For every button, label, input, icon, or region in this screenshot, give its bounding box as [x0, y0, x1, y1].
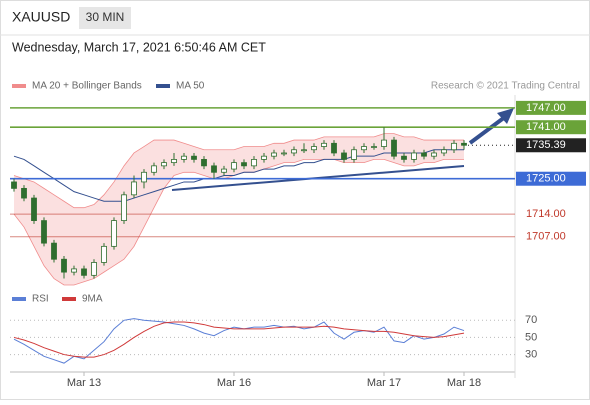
bollinger-band — [14, 133, 464, 285]
legend-swatch — [156, 84, 170, 88]
level-box — [516, 171, 586, 186]
candle-body — [341, 152, 347, 160]
rsi-line — [13, 321, 465, 358]
level-label: 1747.00 — [526, 102, 566, 114]
legend-label: RSI — [32, 294, 49, 305]
credit: Research © 2021 Trading Central — [431, 81, 580, 92]
candle-body — [61, 258, 67, 273]
candle-body — [331, 142, 337, 154]
candle-body — [161, 162, 167, 167]
ma-line — [13, 149, 464, 202]
candle-body — [121, 194, 127, 221]
candle-body — [241, 162, 247, 167]
candle-body — [381, 139, 387, 147]
legend-swatch — [12, 84, 26, 88]
candle-body — [171, 159, 177, 164]
candle-body — [361, 146, 367, 151]
y-tick-label: 50 — [525, 331, 537, 343]
symbol: XAUUSD — [12, 9, 70, 25]
x-tick-label: Mar 17 — [367, 377, 401, 389]
level-box — [516, 100, 586, 115]
candle-body — [21, 187, 27, 199]
candle-body — [11, 181, 17, 189]
candle-body — [391, 139, 397, 157]
candle-body — [151, 165, 157, 173]
legend-label: MA 20 + Bollinger Bands — [32, 81, 142, 92]
candle-body — [311, 146, 317, 151]
candle-body — [261, 155, 267, 160]
candle-body — [101, 245, 107, 263]
candle-body — [401, 155, 407, 160]
candle-body — [201, 159, 207, 167]
timestamp: Wednesday, March 17, 2021 6:50:46 AM CET — [12, 40, 266, 54]
current-label: 1735.39 — [526, 139, 566, 151]
candle-body — [111, 220, 117, 247]
legend-label: 9MA — [82, 294, 103, 305]
candle-body — [281, 152, 287, 155]
candle-body — [411, 152, 417, 160]
candle-body — [181, 155, 187, 160]
candle-body — [301, 149, 307, 152]
interval-box[interactable] — [79, 7, 131, 29]
candle-body — [371, 146, 377, 148]
bollinger-upper — [13, 133, 464, 209]
x-tick-label: Mar 16 — [217, 377, 251, 389]
candle-body — [271, 152, 277, 157]
candle-body — [41, 220, 47, 244]
candle-body — [251, 159, 257, 167]
legend-label: MA 50 — [176, 81, 205, 92]
level-label: 1714.00 — [526, 208, 566, 220]
level-box — [516, 120, 586, 135]
rsi-line — [13, 318, 465, 364]
candle-body — [451, 142, 457, 151]
level-label: 1741.00 — [526, 121, 566, 133]
candle-body — [191, 155, 197, 160]
candle-body — [31, 197, 37, 221]
candle-body — [421, 152, 427, 157]
legend-swatch — [12, 297, 26, 301]
candle-body — [431, 152, 437, 157]
candle-body — [291, 149, 297, 154]
legend-swatch — [62, 297, 76, 301]
candle-body — [231, 162, 237, 170]
candle-body — [211, 165, 217, 173]
candle-body — [221, 168, 227, 173]
arrow-shaft — [468, 115, 507, 145]
candle-body — [351, 149, 357, 160]
y-tick-label: 30 — [525, 348, 537, 360]
candle-body — [81, 268, 87, 276]
candle-body — [51, 242, 57, 260]
current-box — [516, 138, 586, 153]
y-tick-label: 70 — [525, 314, 537, 326]
candle-body — [461, 142, 467, 146]
level-label: 1707.00 — [526, 231, 566, 243]
x-tick-label: Mar 13 — [67, 377, 101, 389]
arrow-head — [497, 108, 514, 124]
candle-body — [321, 142, 327, 147]
candle-body — [141, 171, 147, 183]
candle-body — [71, 268, 77, 273]
level-label: 1725.00 — [526, 173, 566, 185]
candle-body — [441, 149, 447, 154]
candle-body — [91, 262, 97, 276]
x-tick-label: Mar 18 — [447, 377, 481, 389]
interval[interactable]: 30 MIN — [86, 10, 125, 24]
candle-body — [131, 181, 137, 196]
